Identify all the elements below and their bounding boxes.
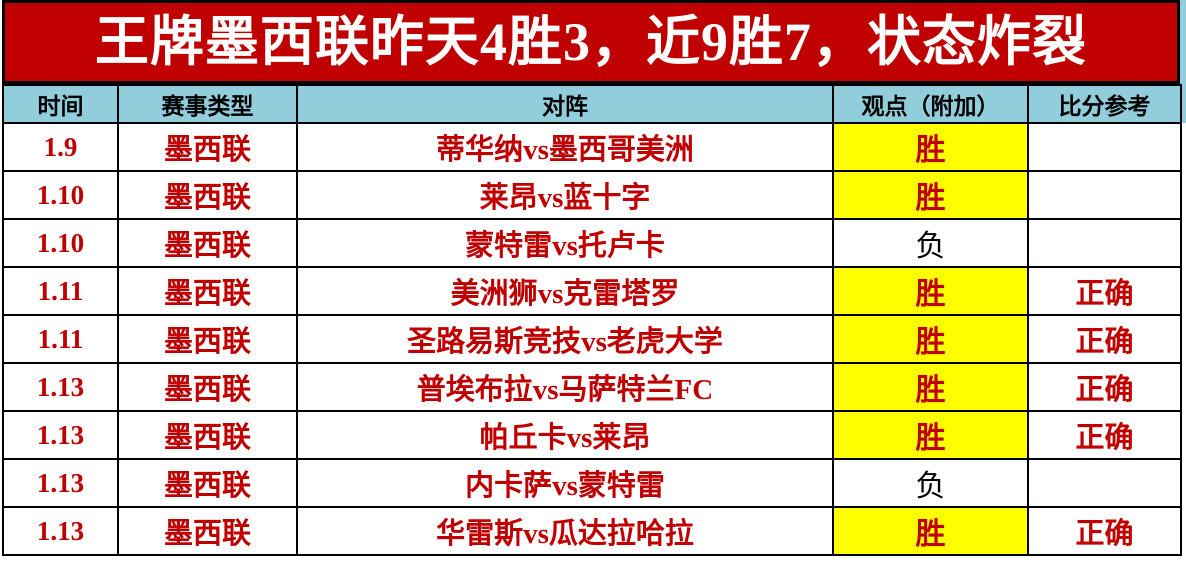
league-cell: 墨西联	[117, 170, 298, 220]
match-cell: 帕丘卡vs莱昂	[296, 410, 834, 460]
result-cell: 正确	[1027, 362, 1182, 412]
date-cell: 1.10	[2, 170, 119, 220]
result-cell	[1027, 122, 1182, 172]
match-cell: 莱昂vs蓝十字	[296, 170, 834, 220]
table-row: 1.10 墨西联 莱昂vs蓝十字 胜	[2, 170, 1182, 220]
table-row: 1.13 墨西联 帕丘卡vs莱昂 胜 正确	[2, 410, 1182, 460]
title-banner: 王牌墨西联昨天4胜3，近9胜7，状态炸裂	[2, 0, 1180, 84]
match-cell: 华雷斯vs瓜达拉哈拉	[296, 506, 834, 556]
predictions-table: 时间 赛事类型 对阵 观点（附加） 比分参考 1.9 墨西联 蒂华纳vs墨西哥美…	[2, 84, 1182, 556]
date-cell: 1.9	[2, 122, 119, 172]
result-cell: 正确	[1027, 506, 1182, 556]
result-cell	[1027, 218, 1182, 268]
column-header-match: 对阵	[296, 84, 834, 124]
pick-cell: 胜	[832, 506, 1029, 556]
pick-cell: 胜	[832, 122, 1029, 172]
table-row: 1.13 墨西联 普埃布拉vs马萨特兰FC 胜 正确	[2, 362, 1182, 412]
date-cell: 1.13	[2, 458, 119, 508]
league-cell: 墨西联	[117, 122, 298, 172]
table-row: 1.13 墨西联 华雷斯vs瓜达拉哈拉 胜 正确	[2, 506, 1182, 556]
match-cell: 蒂华纳vs墨西哥美洲	[296, 122, 834, 172]
date-cell: 1.13	[2, 410, 119, 460]
date-cell: 1.13	[2, 362, 119, 412]
league-cell: 墨西联	[117, 218, 298, 268]
pick-cell: 胜	[832, 362, 1029, 412]
table-row: 1.9 墨西联 蒂华纳vs墨西哥美洲 胜	[2, 122, 1182, 172]
table-row: 1.13 墨西联 内卡萨vs蒙特雷 负	[2, 458, 1182, 508]
match-cell: 圣路易斯竞技vs老虎大学	[296, 314, 834, 364]
match-cell: 内卡萨vs蒙特雷	[296, 458, 834, 508]
table-row: 1.10 墨西联 蒙特雷vs托卢卡 负	[2, 218, 1182, 268]
result-cell: 正确	[1027, 314, 1182, 364]
pick-cell: 负	[832, 458, 1029, 508]
match-cell: 蒙特雷vs托卢卡	[296, 218, 834, 268]
league-cell: 墨西联	[117, 314, 298, 364]
match-cell: 美洲狮vs克雷塔罗	[296, 266, 834, 316]
result-cell	[1027, 170, 1182, 220]
match-cell: 普埃布拉vs马萨特兰FC	[296, 362, 834, 412]
table-header-row: 时间 赛事类型 对阵 观点（附加） 比分参考	[2, 84, 1182, 124]
date-cell: 1.11	[2, 314, 119, 364]
column-header-time: 时间	[2, 84, 119, 124]
table-row: 1.11 墨西联 美洲狮vs克雷塔罗 胜 正确	[2, 266, 1182, 316]
table-row: 1.11 墨西联 圣路易斯竞技vs老虎大学 胜 正确	[2, 314, 1182, 364]
pick-cell: 胜	[832, 314, 1029, 364]
result-cell	[1027, 458, 1182, 508]
date-cell: 1.10	[2, 218, 119, 268]
pick-cell: 负	[832, 218, 1029, 268]
pick-cell: 胜	[832, 170, 1029, 220]
date-cell: 1.13	[2, 506, 119, 556]
league-cell: 墨西联	[117, 410, 298, 460]
date-cell: 1.11	[2, 266, 119, 316]
result-cell: 正确	[1027, 410, 1182, 460]
column-header-result: 比分参考	[1027, 84, 1182, 124]
league-cell: 墨西联	[117, 506, 298, 556]
pick-cell: 胜	[832, 410, 1029, 460]
league-cell: 墨西联	[117, 458, 298, 508]
league-cell: 墨西联	[117, 266, 298, 316]
sheet-margin-strip	[1179, 0, 1186, 123]
league-cell: 墨西联	[117, 362, 298, 412]
pick-cell: 胜	[832, 266, 1029, 316]
column-header-pick: 观点（附加）	[832, 84, 1029, 124]
column-header-league: 赛事类型	[117, 84, 298, 124]
banner-title: 王牌墨西联昨天4胜3，近9胜7，状态炸裂	[95, 12, 1087, 72]
result-cell: 正确	[1027, 266, 1182, 316]
